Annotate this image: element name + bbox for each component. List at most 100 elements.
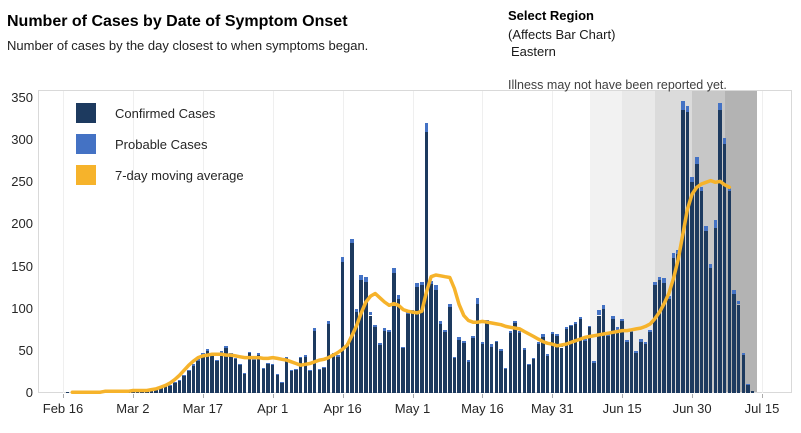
bar-probable[interactable] [503, 367, 508, 369]
bar-confirmed[interactable] [601, 308, 606, 393]
bar-confirmed[interactable] [392, 273, 396, 393]
bar-probable[interactable] [443, 329, 447, 333]
bar-confirmed[interactable] [722, 144, 727, 393]
bar-probable[interactable] [252, 358, 256, 361]
bar-probable[interactable] [639, 339, 643, 342]
bar-confirmed[interactable] [434, 290, 438, 393]
bar-probable[interactable] [522, 348, 527, 350]
bar-probable[interactable] [564, 327, 569, 329]
bar-probable[interactable] [475, 297, 480, 304]
bar-probable[interactable] [448, 303, 452, 308]
bar-probable[interactable] [601, 305, 606, 309]
bar-confirmed[interactable] [275, 374, 280, 393]
bar-confirmed[interactable] [471, 338, 475, 393]
bar-probable[interactable] [517, 330, 522, 334]
bar-confirmed[interactable] [131, 389, 135, 393]
bar-probable[interactable] [429, 280, 433, 285]
bar-probable[interactable] [629, 329, 634, 333]
bar-confirmed[interactable] [531, 359, 536, 393]
bar-confirmed[interactable] [573, 323, 578, 393]
bar-confirmed[interactable] [266, 363, 270, 393]
bar-probable[interactable] [643, 342, 648, 345]
bar-confirmed[interactable] [196, 361, 200, 393]
bar-confirmed[interactable] [326, 323, 331, 393]
bar-confirmed[interactable] [289, 371, 294, 393]
bar-probable[interactable] [392, 268, 396, 274]
bar-probable[interactable] [173, 382, 177, 383]
bar-confirmed[interactable] [667, 298, 671, 393]
bar-confirmed[interactable] [653, 285, 657, 393]
bar-probable[interactable] [354, 308, 359, 313]
bar-probable[interactable] [312, 328, 317, 331]
bar-confirmed[interactable] [438, 323, 443, 393]
bar-confirmed[interactable] [736, 304, 741, 393]
bar-probable[interactable] [270, 363, 275, 366]
bar-confirmed[interactable] [639, 341, 643, 393]
bar-confirmed[interactable] [424, 131, 429, 393]
bar-probable[interactable] [317, 368, 322, 370]
bar-confirmed[interactable] [415, 286, 419, 393]
bar-probable[interactable] [606, 333, 610, 336]
bar-confirmed[interactable] [718, 109, 722, 393]
bar-confirmed[interactable] [494, 342, 499, 393]
bar-probable[interactable] [378, 343, 382, 345]
bar-probable[interactable] [364, 276, 368, 282]
bar-confirmed[interactable] [671, 258, 676, 393]
bar-confirmed[interactable] [317, 369, 322, 393]
bar-confirmed[interactable] [280, 382, 284, 393]
bar-confirmed[interactable] [685, 112, 690, 393]
bar-confirmed[interactable] [401, 348, 405, 393]
bar-confirmed[interactable] [84, 392, 89, 393]
bar-confirmed[interactable] [615, 329, 620, 393]
bar-probable[interactable] [569, 324, 573, 327]
bar-confirmed[interactable] [448, 307, 452, 393]
bar-probable[interactable] [177, 379, 182, 381]
bar-probable[interactable] [541, 334, 545, 338]
bar-probable[interactable] [611, 315, 615, 319]
bar-probable[interactable] [513, 320, 517, 323]
bar-probable[interactable] [340, 256, 345, 263]
bar-confirmed[interactable] [634, 352, 638, 393]
bar-probable[interactable] [424, 123, 429, 132]
bar-probable[interactable] [494, 340, 499, 343]
bar-confirmed[interactable] [233, 359, 238, 393]
bar-confirmed[interactable] [643, 344, 648, 393]
bar-confirmed[interactable] [242, 373, 247, 393]
bar-probable[interactable] [657, 276, 662, 281]
bar-probable[interactable] [410, 310, 415, 313]
bar-probable[interactable] [559, 345, 564, 348]
bar-probable[interactable] [736, 301, 741, 305]
bar-probable[interactable] [545, 354, 550, 356]
bar-confirmed[interactable] [564, 328, 569, 393]
bar-probable[interactable] [671, 253, 676, 259]
bar-confirmed[interactable] [298, 358, 303, 393]
bar-probable[interactable] [578, 317, 583, 319]
bar-probable[interactable] [457, 337, 461, 340]
bar-probable[interactable] [284, 356, 289, 359]
bar-confirmed[interactable] [462, 343, 466, 393]
bar-confirmed[interactable] [606, 335, 610, 393]
bar-probable[interactable] [708, 264, 713, 269]
bar-confirmed[interactable] [350, 243, 354, 393]
bar-probable[interactable] [280, 382, 284, 383]
bar-probable[interactable] [187, 370, 191, 372]
bar-confirmed[interactable] [205, 350, 210, 393]
bar-confirmed[interactable] [252, 360, 256, 393]
bar-confirmed[interactable] [648, 332, 652, 393]
bar-confirmed[interactable] [452, 358, 457, 393]
bar-probable[interactable] [196, 359, 200, 361]
bar-probable[interactable] [406, 310, 410, 314]
bar-confirmed[interactable] [121, 391, 126, 393]
bar-confirmed[interactable] [713, 227, 718, 393]
bar-confirmed[interactable] [187, 371, 191, 393]
bar-probable[interactable] [331, 353, 336, 356]
bar-confirmed[interactable] [229, 354, 233, 393]
bar-confirmed[interactable] [517, 333, 522, 393]
bar-confirmed[interactable] [368, 315, 373, 393]
bar-probable[interactable] [573, 322, 578, 324]
bar-confirmed[interactable] [79, 391, 84, 393]
bar-confirmed[interactable] [107, 391, 112, 393]
bar-probable[interactable] [550, 332, 555, 334]
bar-confirmed[interactable] [485, 322, 489, 393]
bar-probable[interactable] [597, 310, 601, 316]
